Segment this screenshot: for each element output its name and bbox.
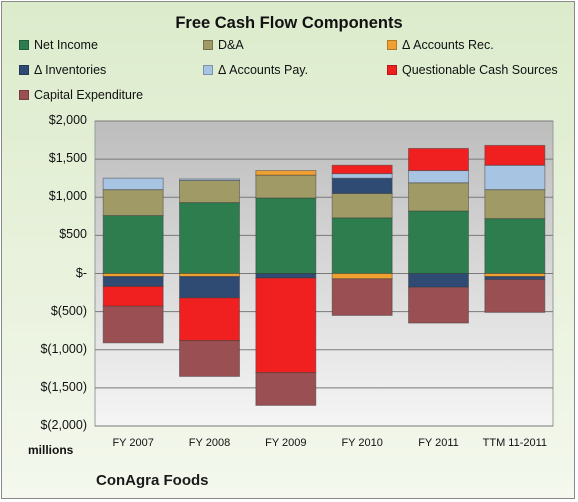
x-tick-label: FY 2009 <box>265 437 307 449</box>
bar-segment <box>255 273 317 279</box>
legend-label: Net Income <box>34 38 98 52</box>
bar-segment <box>102 276 164 287</box>
y-tick-label: $(1,500) <box>40 379 87 394</box>
bar-segment <box>255 170 317 176</box>
legend-label: Questionable Cash Sources <box>402 63 558 77</box>
legend-swatch <box>387 65 397 75</box>
legend-label: Δ Accounts Pay. <box>218 63 309 77</box>
company-label: ConAgra Foods <box>96 472 209 489</box>
bar-segment <box>179 340 240 377</box>
legend-label: D&A <box>218 38 244 52</box>
y-tick-label: $1,000 <box>48 189 87 204</box>
legend-swatch <box>203 40 213 50</box>
legend-item: D&A <box>203 38 244 52</box>
bar-segment <box>102 215 164 275</box>
bar-segment <box>408 170 469 184</box>
bar-segment <box>255 197 317 274</box>
bar-segment <box>179 202 240 274</box>
bar-segment <box>484 276 546 281</box>
bar-segment <box>102 189 164 217</box>
legend-item: Δ Accounts Pay. <box>203 63 308 77</box>
y-tick-label: $2,000 <box>48 113 87 127</box>
bar-segment <box>102 177 164 191</box>
bar-segment <box>255 174 317 199</box>
x-tick-label: FY 2008 <box>188 437 231 449</box>
bar-segment <box>484 189 546 220</box>
y-tick-label: $(1,000) <box>40 341 87 356</box>
legend-item: Δ Inventories <box>19 63 106 77</box>
y-tick-label: $500 <box>59 227 87 242</box>
bar-segment <box>255 372 317 406</box>
y-tick-label: $(2,000) <box>40 418 87 432</box>
legend-label: Δ Inventories <box>34 63 107 77</box>
bar-segment <box>331 273 393 280</box>
bar-segment <box>408 147 469 172</box>
bar-segment <box>179 276 240 299</box>
bar-segment <box>102 305 164 344</box>
bar-segment <box>484 144 546 166</box>
legend-label: Δ Accounts Rec. <box>402 38 494 52</box>
bar-segment <box>408 286 469 324</box>
bar-segment <box>179 297 240 342</box>
x-tick-label: FY 2007 <box>112 437 154 449</box>
bar-segment <box>331 173 393 179</box>
chart-title: Free Cash Flow Components <box>175 14 403 32</box>
x-tick-label: FY 2010 <box>341 437 383 449</box>
legend-swatch <box>19 40 29 50</box>
legend-item: Capital Expenditure <box>19 88 143 102</box>
legend-label: Capital Expenditure <box>34 88 144 102</box>
bar-segment <box>179 179 240 204</box>
bar-segment <box>331 192 393 219</box>
units-label: millions <box>28 443 74 457</box>
y-tick-label: $- <box>75 265 87 280</box>
y-tick-label: $1,500 <box>48 151 87 166</box>
bar-segment <box>408 210 469 275</box>
legend-swatch <box>387 40 397 50</box>
bar-segment <box>484 279 546 313</box>
bar-segment <box>331 164 393 175</box>
bar-segment <box>255 277 317 374</box>
bar-segment <box>179 178 240 181</box>
bar-segment <box>408 182 469 212</box>
y-tick-label: $(500) <box>50 303 87 318</box>
legend-swatch <box>19 65 29 75</box>
bar-segment <box>484 164 546 191</box>
legend-swatch <box>19 90 29 100</box>
bar-segment <box>102 285 164 307</box>
x-tick-label: TTM 11-2011 <box>482 437 548 449</box>
bar-segment <box>331 278 393 316</box>
legend-item: Δ Accounts Rec. <box>387 38 494 52</box>
bar-segment <box>408 273 469 288</box>
bar-segment <box>331 217 393 274</box>
legend-item: Questionable Cash Sources <box>387 63 558 77</box>
legend-swatch <box>203 65 213 75</box>
x-tick-label: FY 2011 <box>418 437 459 449</box>
bar-segment <box>484 218 546 275</box>
legend-item: Net Income <box>19 38 98 52</box>
bar-segment <box>331 177 393 194</box>
